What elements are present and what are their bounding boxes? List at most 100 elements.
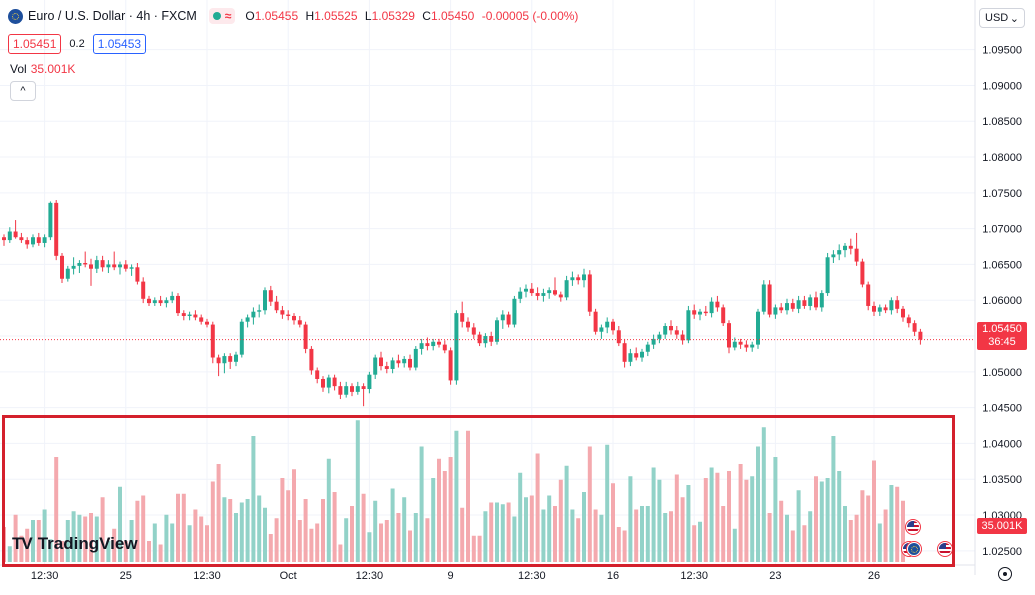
candle	[576, 274, 581, 285]
candle-body	[854, 248, 859, 262]
volume-bar	[355, 420, 360, 562]
volume-bar	[814, 476, 818, 562]
candle-body	[877, 307, 882, 312]
price-axis-panel[interactable]	[975, 0, 1035, 575]
candle	[326, 374, 331, 394]
candle	[506, 311, 511, 328]
candle-body	[332, 377, 337, 387]
candle	[431, 338, 436, 351]
ohlc-value: 1.05450	[430, 9, 475, 23]
volume-bar	[553, 506, 557, 562]
volume-bar	[547, 495, 552, 562]
candle	[396, 354, 401, 368]
candle	[529, 283, 534, 296]
collapse-legend-button[interactable]: ^	[10, 81, 36, 101]
volume-bar	[408, 530, 412, 562]
volume-bar	[454, 430, 459, 562]
candle-body	[257, 310, 262, 312]
candle	[831, 250, 836, 263]
candle	[361, 383, 366, 407]
candle-body	[152, 300, 157, 304]
candle-body	[251, 311, 256, 318]
volume-bar	[669, 511, 673, 562]
currency-label: USD	[985, 12, 1009, 24]
volume-bar	[309, 528, 314, 562]
candle-body	[883, 307, 888, 311]
candle	[622, 338, 627, 368]
us-event-icon[interactable]	[905, 519, 921, 535]
tradingview-logo[interactable]: TV TradingView	[12, 534, 138, 554]
volume-price-tag: 35.001K	[977, 518, 1027, 534]
candle	[367, 371, 372, 394]
volume-bar	[419, 446, 424, 562]
candle	[442, 340, 447, 354]
volume-bar	[245, 499, 250, 562]
volume-bar	[448, 457, 453, 562]
candle-body	[210, 324, 215, 358]
volume-bar	[564, 465, 569, 562]
symbol-title[interactable]: Euro / U.S. Dollar · 4h · FXCM	[28, 9, 197, 23]
eu-event-icon[interactable]	[906, 541, 922, 557]
volume-bar	[297, 520, 302, 562]
candle	[135, 262, 140, 285]
volume-bar	[303, 499, 308, 562]
candle-body	[234, 354, 238, 362]
candle	[541, 288, 546, 302]
candle-body	[576, 277, 581, 281]
candle	[703, 305, 708, 316]
candle	[48, 201, 53, 241]
candle	[767, 280, 772, 318]
candle	[848, 238, 853, 255]
candle-body	[129, 267, 134, 269]
buy-price-button[interactable]: 1.05453	[92, 34, 147, 54]
us-event-icon[interactable]	[937, 541, 953, 557]
candle-body	[274, 301, 279, 311]
time-tick-label: 12:30	[356, 570, 384, 582]
candle-body	[808, 297, 813, 306]
candle	[657, 331, 662, 344]
volume-bar	[367, 532, 372, 562]
volume-bar	[193, 509, 198, 562]
candle-body	[541, 293, 546, 296]
chart-settings-icon[interactable]	[998, 567, 1012, 581]
currency-selector[interactable]: USD ⌄	[979, 8, 1025, 28]
candle-body	[767, 284, 772, 315]
candle	[489, 331, 494, 347]
volume-bar	[495, 502, 499, 562]
last-price-tag: 1.05450 36:45	[977, 322, 1027, 350]
volume-bar	[431, 478, 436, 562]
candle-body	[593, 311, 598, 332]
candle-body	[286, 314, 291, 316]
volume-bar	[147, 541, 151, 562]
volume-bar	[756, 446, 760, 562]
candle	[738, 338, 743, 349]
candle	[785, 298, 789, 315]
candle	[268, 285, 273, 306]
volume-bar	[425, 518, 430, 562]
volume-bar	[657, 479, 662, 562]
candle-body	[158, 300, 163, 304]
ohlc-value: 1.05525	[314, 9, 358, 23]
candle-body	[303, 324, 308, 349]
volume-label[interactable]: Vol	[10, 62, 27, 76]
sell-price-button[interactable]: 1.05451	[8, 34, 62, 54]
volume-bar	[7, 546, 12, 562]
candle-body	[361, 386, 366, 390]
volume-bar	[500, 504, 505, 562]
volume-bar	[680, 497, 685, 562]
volume-bar	[825, 478, 830, 562]
volume-bar	[373, 500, 378, 562]
candle	[587, 270, 592, 316]
market-open-dot-icon	[212, 12, 221, 20]
candle-body	[529, 288, 534, 294]
volume-bar	[42, 509, 47, 562]
candle-body	[419, 343, 424, 349]
chart-legend: Euro / U.S. Dollar · 4h · FXCM ≈ O1.0545…	[8, 8, 582, 24]
volume-bar	[326, 458, 331, 562]
candle-body	[535, 293, 540, 296]
candle-body	[390, 360, 395, 369]
market-status[interactable]: ≈	[208, 8, 236, 24]
candle-body	[837, 250, 842, 255]
candle-body	[25, 240, 30, 245]
